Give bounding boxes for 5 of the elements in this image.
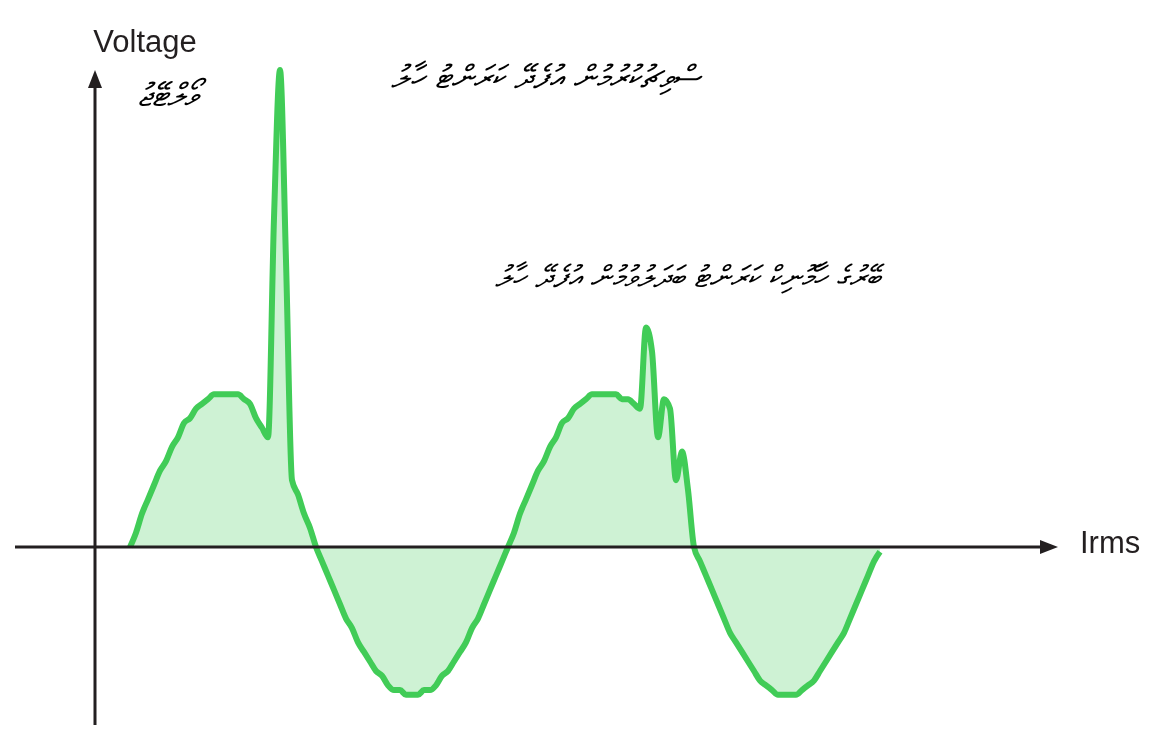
annotation: ސްވިޗުކުރުމުން އުފެދޭ ކަރަންޓު ހާލު bbox=[391, 58, 703, 96]
text: Irms bbox=[1080, 525, 1141, 560]
y-axis-title: Voltage bbox=[93, 24, 197, 59]
annotation: ބޭރުގެ ހާމޮނިކް ކަރަންޓު ބަދަލުވުމުން އުފެދޭ ހާލު bbox=[495, 259, 885, 294]
annotation: ވޯލްޓޭޖު bbox=[138, 76, 207, 114]
